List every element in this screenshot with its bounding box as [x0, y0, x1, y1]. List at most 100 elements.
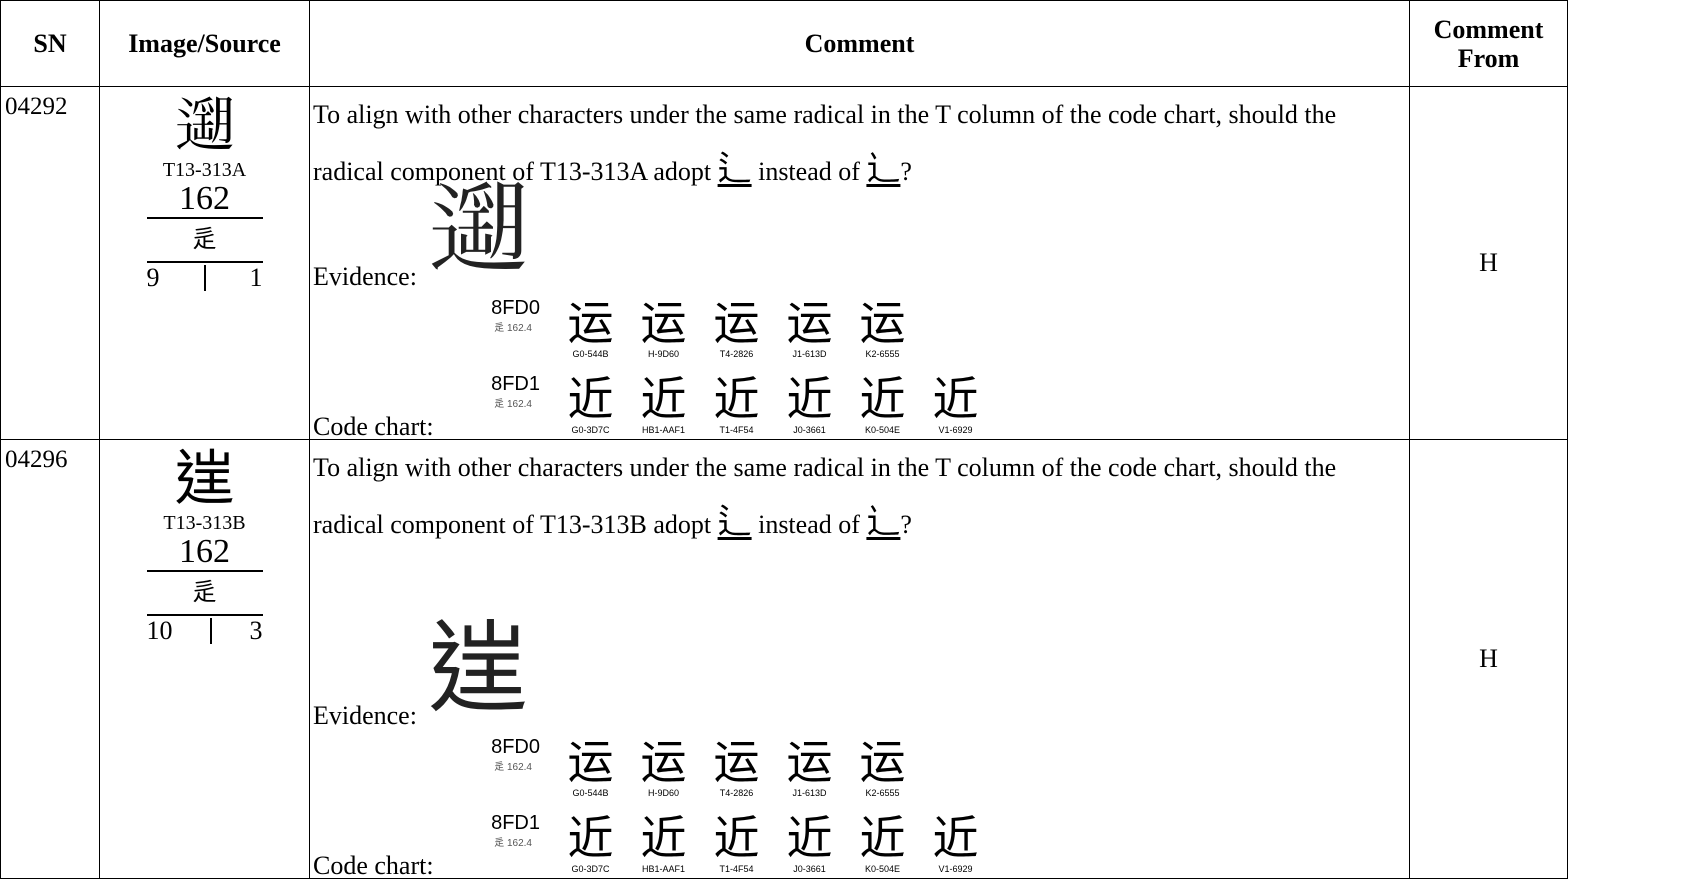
code-glyph: 运 J1-613D	[773, 736, 846, 798]
code-chart-row: 8FD1 辵 162.4 近 G0-3D7C 近 HB1-AAF1 近 T1-4F54 近 J0-…	[440, 812, 992, 874]
header-cell: Image/Source	[100, 1, 310, 86]
code: 8FD0	[491, 297, 540, 319]
code-point: 8FD1 辵 162.4	[440, 812, 540, 849]
code-chart-row: 8FD1 辵 162.4 近 G0-3D7C 近 HB1-AAF1 近 T1-4F54 近 J0-…	[440, 373, 992, 435]
table-row: 04292 𨗽 T13-313A 162 辵 9 1 To align with other …	[0, 87, 1568, 441]
code-glyph: 近 V1-6929	[919, 373, 992, 435]
glyph-char: 近	[932, 811, 979, 865]
glyph-char: 近	[640, 372, 687, 426]
glyph-source: G0-3D7C	[571, 425, 610, 435]
glyph-source: HB1-AAF1	[641, 864, 685, 874]
header-text: Comment	[804, 29, 915, 58]
glyph-source: T4-2826	[719, 788, 754, 798]
glyph-char: 运	[567, 735, 614, 789]
glyph-source: T1-4F54	[719, 864, 754, 874]
evidence-label: Evidence:	[313, 262, 417, 291]
glyph-source: K0-504E	[864, 864, 901, 874]
radical-char: 辵	[146, 219, 263, 263]
evidence-glyph: 𨗽	[428, 171, 528, 288]
radical-info: 辵 162.4	[494, 399, 532, 410]
code-glyph: 近 G0-3D7C	[554, 373, 627, 435]
code-glyph: 近 K0-504E	[846, 373, 919, 435]
header-cell: SN	[0, 1, 100, 86]
text: instead of	[758, 510, 860, 539]
comment-text: To align with other characters under the…	[310, 87, 1373, 199]
code-chart-row: 8FD0 辵 162.4 运 G0-544B 运 H-9D60 运 T4-2826 运 J1-61…	[440, 297, 919, 359]
glyph-char: 近	[567, 372, 614, 426]
evidence-label: Evidence:	[313, 701, 417, 730]
glyph-char: 运	[859, 296, 906, 350]
current-radical: ⻌	[866, 504, 901, 541]
comment-from: H	[1479, 248, 1498, 277]
glyph-source: J0-3661	[793, 425, 826, 435]
strokes-left: 9	[146, 263, 160, 292]
glyph-source: J1-613D	[792, 349, 827, 359]
glyph-source: K2-6555	[865, 788, 900, 798]
text: instead of	[758, 157, 860, 186]
header-text: Image/Source	[128, 29, 281, 58]
code-glyph: 近 T1-4F54	[700, 812, 773, 874]
glyph-source: G0-544B	[572, 349, 609, 359]
text: To align with other characters under the…	[313, 453, 1337, 539]
radical-char: 辵	[146, 572, 263, 616]
glyph-source: H-9D60	[647, 788, 679, 798]
code-glyph: 运 T4-2826	[700, 736, 773, 798]
glyph-source: K2-6555	[865, 349, 900, 359]
radical-info: 辵 162.4	[494, 323, 532, 334]
glyph-char: 近	[932, 372, 979, 426]
code: 8FD1	[491, 812, 540, 834]
comment-from-cell: H	[1410, 440, 1568, 878]
code-glyph: 近 T1-4F54	[700, 373, 773, 435]
stroke-count: 10 3	[147, 616, 263, 646]
glyph-source: V1-6929	[938, 425, 973, 435]
proposed-radical: ⻍	[717, 151, 752, 188]
comment-from: H	[1479, 644, 1498, 673]
glyph-char: 近	[713, 811, 760, 865]
code-glyph: 运 H-9D60	[627, 736, 700, 798]
glyph-source: HB1-AAF1	[641, 425, 685, 435]
code-point: 8FD0 辵 162.4	[440, 736, 540, 773]
code-glyph: 近 G0-3D7C	[554, 812, 627, 874]
glyph-source: G0-3D7C	[571, 864, 610, 874]
sn: 04296	[5, 446, 68, 473]
header-row: SN Image/Source Comment Comment From	[0, 0, 1568, 87]
header-cell: Comment From	[1410, 1, 1568, 86]
radical-number: 162	[146, 181, 263, 219]
code-glyph: 运 H-9D60	[627, 297, 700, 359]
table-row: 04296 𨓏 T13-313B 162 辵 10 3 To align with other…	[0, 440, 1568, 880]
code-chart-label: Code chart:	[313, 851, 434, 880]
header-text: SN	[33, 29, 67, 58]
glyph-char: 运	[640, 296, 687, 350]
source-cell: 𨗽 T13-313A 162 辵 9 1	[100, 87, 310, 439]
code-glyph: 运 G0-544B	[554, 297, 627, 359]
divider	[203, 265, 206, 291]
glyph-source: T4-2826	[719, 349, 754, 359]
code-chart-label: Code chart:	[313, 412, 434, 441]
text: ?	[900, 157, 912, 186]
glyph-char: 运	[567, 296, 614, 350]
code-glyph: 近 K0-504E	[846, 812, 919, 874]
code-glyph: 运 G0-544B	[554, 736, 627, 798]
code-glyph: 近 HB1-AAF1	[627, 812, 700, 874]
glyph-source: T1-4F54	[719, 425, 754, 435]
glyph-source: V1-6929	[938, 864, 973, 874]
source-id: T13-313A	[162, 159, 247, 181]
sn-cell: 04296	[0, 440, 100, 878]
radical-info: 辵 162.4	[494, 838, 532, 849]
code-glyph: 近 HB1-AAF1	[627, 373, 700, 435]
header-text: Comment From	[1433, 14, 1544, 73]
code-glyph: 运 K2-6555	[846, 297, 919, 359]
glyph: 𨓏	[174, 444, 235, 514]
sn-cell: 04292	[0, 87, 100, 439]
divider	[210, 618, 212, 644]
glyph-char: 运	[859, 735, 906, 789]
code-point: 8FD0 辵 162.4	[440, 297, 540, 334]
glyph-char: 近	[859, 811, 906, 865]
strokes-right: 3	[249, 616, 263, 645]
code-glyph: 运 K2-6555	[846, 736, 919, 798]
radical-number: 162	[146, 534, 263, 572]
sn: 04292	[5, 93, 68, 120]
glyph-char: 近	[859, 372, 906, 426]
code-glyph: 近 J0-3661	[773, 812, 846, 874]
